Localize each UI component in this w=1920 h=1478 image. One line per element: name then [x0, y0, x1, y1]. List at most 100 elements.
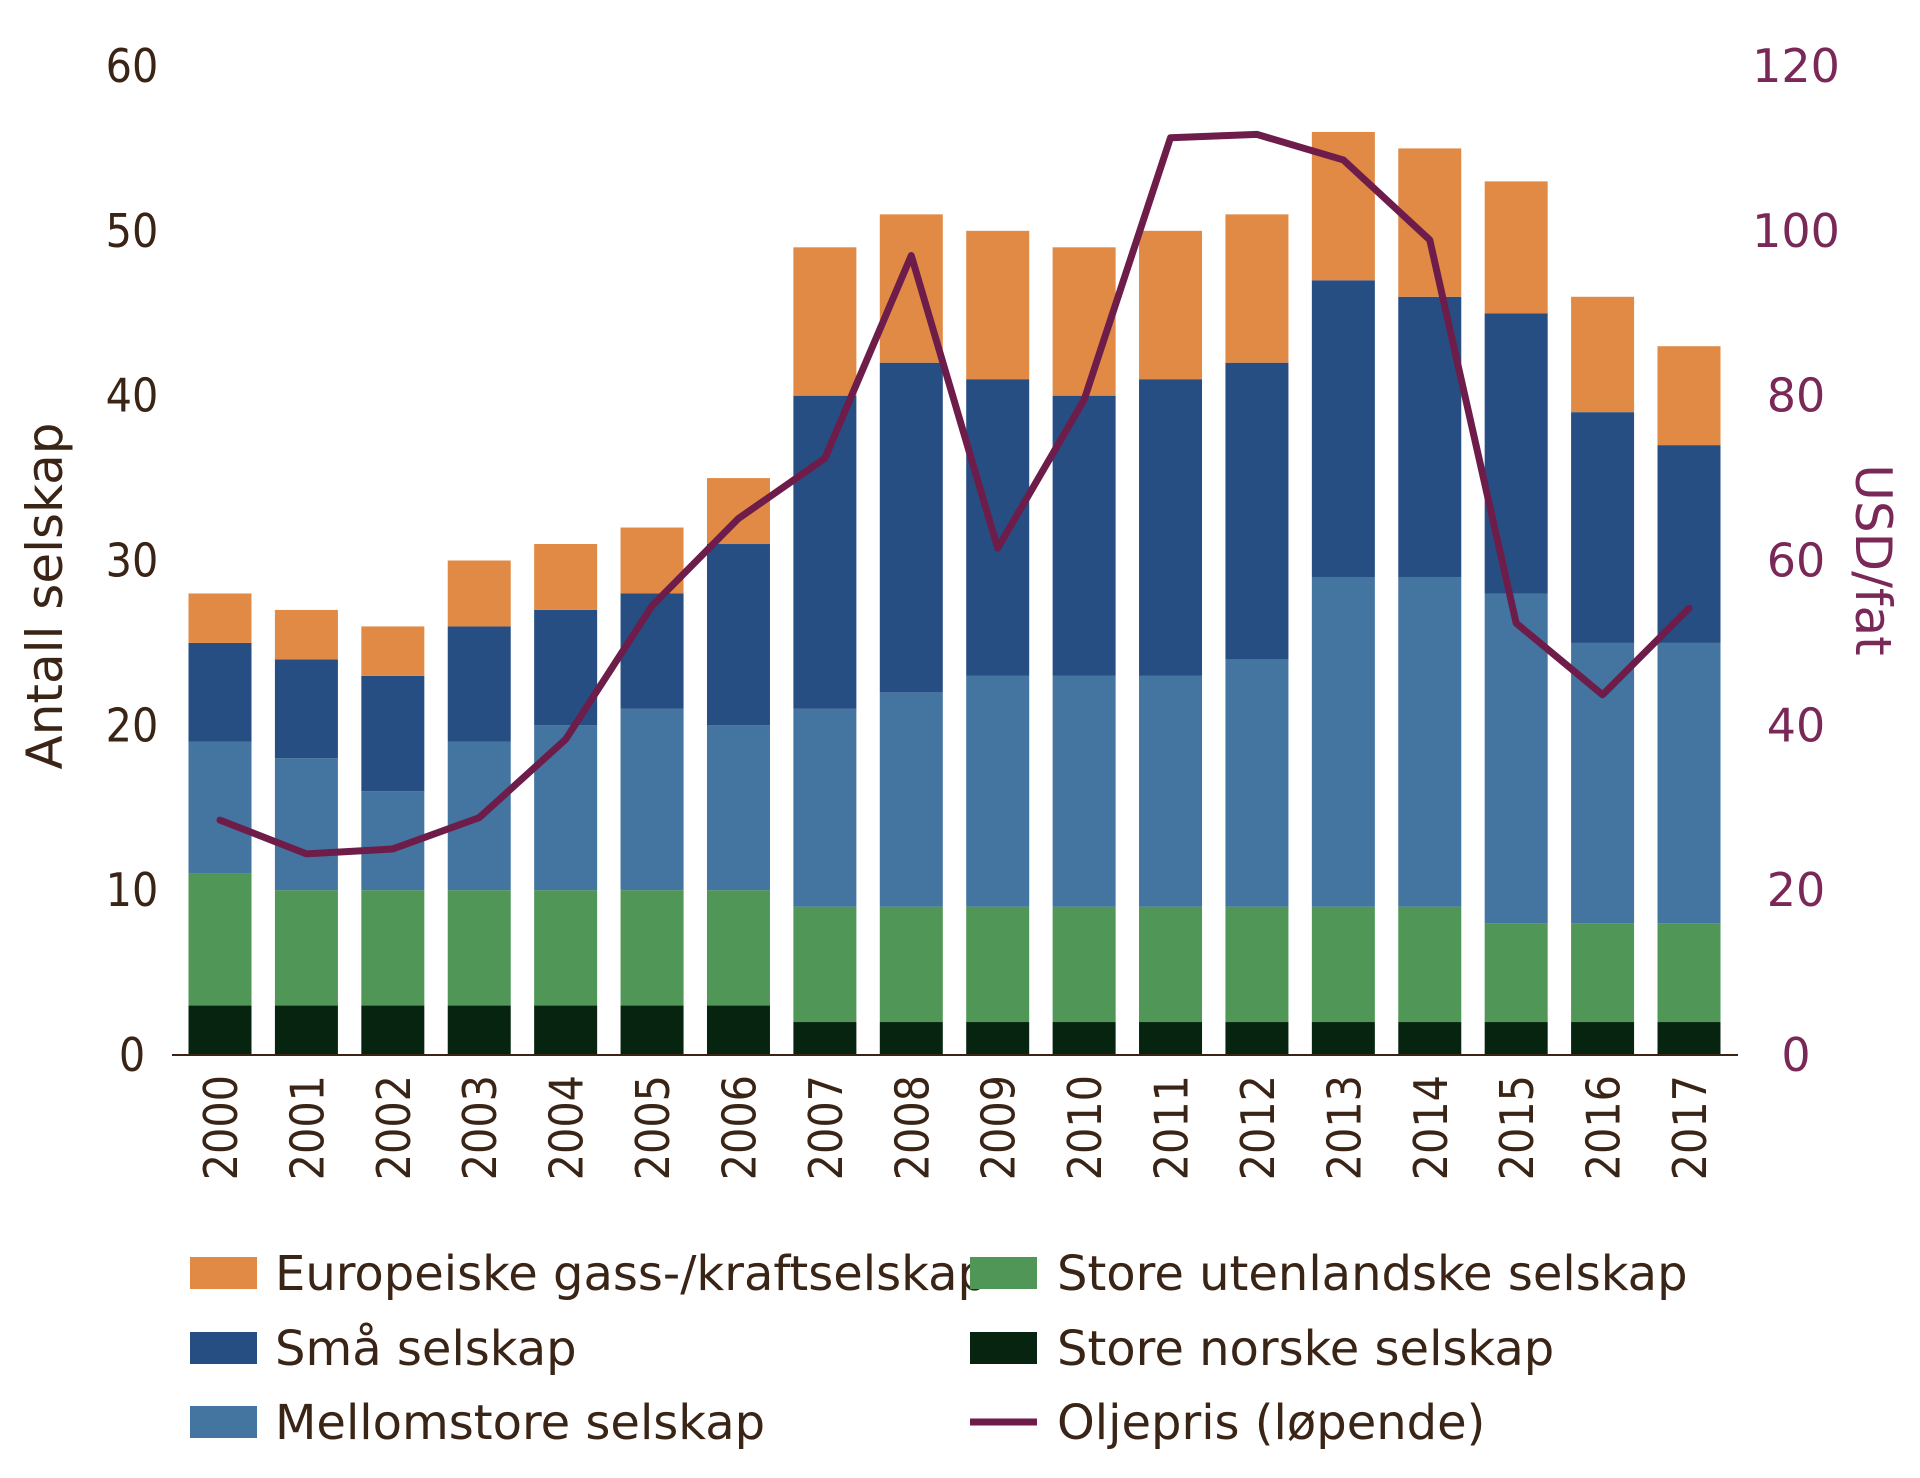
bar-mellomstore-selskap-2001 [274, 758, 338, 891]
x-tick-2015: 2015 [1490, 1075, 1544, 1180]
bar-store-utenlandske-selskap-2000 [188, 873, 252, 1006]
bar-store-utenlandske-selskap-2017 [1657, 923, 1721, 1023]
bar-sm-selskap-2006 [706, 544, 770, 726]
bar-sm-selskap-2011 [1139, 379, 1203, 676]
bar-europeiske-gass-kraftselskap-2017 [1657, 346, 1721, 446]
bar-sm-selskap-2000 [188, 642, 252, 742]
bar-europeiske-gass-kraftselskap-2016 [1571, 296, 1635, 413]
bar-sm-selskap-2002 [361, 675, 425, 792]
right-y-tick-60: 60 [1767, 534, 1826, 588]
bar-sm-selskap-2005 [620, 593, 684, 709]
x-tick-2005: 2005 [626, 1075, 680, 1180]
x-tick-2006: 2006 [712, 1075, 766, 1180]
bar-mellomstore-selskap-2000 [188, 741, 252, 874]
left-y-tick-0: 0 [119, 1028, 145, 1082]
bar-store-norske-selskap-2004 [534, 1005, 598, 1055]
bar-mellomstore-selskap-2012 [1225, 659, 1289, 907]
right-y-tick-120: 120 [1752, 39, 1840, 93]
x-tick-2002: 2002 [367, 1075, 421, 1180]
bar-europeiske-gass-kraftselskap-2000 [188, 593, 252, 643]
left-y-ticks: 0 10 20 30 40 50 60 [106, 39, 159, 1082]
x-tick-2001: 2001 [280, 1075, 334, 1180]
right-y-tick-80: 80 [1767, 369, 1826, 423]
x-tick-2012: 2012 [1231, 1075, 1285, 1180]
bar-store-norske-selskap-2010 [1052, 1022, 1116, 1055]
bar-mellomstore-selskap-2011 [1139, 675, 1203, 907]
right-y-tick-100: 100 [1752, 204, 1840, 258]
bar-mellomstore-selskap-2013 [1311, 576, 1375, 907]
left-y-tick-60: 60 [106, 39, 159, 93]
bar-store-norske-selskap-2003 [447, 1005, 511, 1055]
bar-store-utenlandske-selskap-2001 [274, 890, 338, 1006]
bar-europeiske-gass-kraftselskap-2010 [1052, 247, 1116, 396]
bar-store-utenlandske-selskap-2016 [1571, 923, 1635, 1023]
legend-label-store-norske-selskap: Store norske selskap [1057, 1321, 1554, 1377]
bar-store-utenlandske-selskap-2007 [793, 906, 857, 1023]
bar-store-utenlandske-selskap-2003 [447, 890, 511, 1006]
bar-store-utenlandske-selskap-2010 [1052, 906, 1116, 1023]
legend-label-oljepris-l-pende: Oljepris (løpende) [1057, 1395, 1485, 1451]
bar-europeiske-gass-kraftselskap-2003 [447, 560, 511, 627]
bar-store-utenlandske-selskap-2008 [879, 906, 943, 1023]
left-y-tick-30: 30 [106, 534, 159, 588]
left-y-tick-10: 10 [106, 863, 159, 917]
oil-price-line [216, 130, 1693, 858]
bar-store-utenlandske-selskap-2011 [1139, 906, 1203, 1023]
legend-swatch-store-utenlandske-selskap [970, 1257, 1037, 1289]
legend-label-sm-selskap: Små selskap [275, 1321, 577, 1377]
bar-store-norske-selskap-2015 [1484, 1022, 1548, 1055]
x-tick-2016: 2016 [1577, 1075, 1631, 1180]
bar-europeiske-gass-kraftselskap-2001 [274, 609, 338, 660]
x-tick-2013: 2013 [1317, 1075, 1371, 1180]
bar-mellomstore-selskap-2006 [706, 725, 770, 891]
bar-mellomstore-selskap-2017 [1657, 642, 1721, 924]
bar-mellomstore-selskap-2008 [879, 692, 943, 907]
right-y-tick-40: 40 [1767, 698, 1826, 752]
x-tick-2008: 2008 [885, 1075, 939, 1180]
bar-store-utenlandske-selskap-2013 [1311, 906, 1375, 1023]
x-tick-2007: 2007 [799, 1075, 853, 1180]
bar-mellomstore-selskap-2016 [1571, 642, 1635, 924]
legend-label-mellomstore-selskap: Mellomstore selskap [275, 1395, 765, 1451]
x-tick-2011: 2011 [1145, 1075, 1199, 1180]
bar-store-norske-selskap-2011 [1139, 1022, 1203, 1055]
bar-europeiske-gass-kraftselskap-2006 [706, 478, 770, 545]
x-tick-2014: 2014 [1404, 1075, 1458, 1180]
bar-mellomstore-selskap-2005 [620, 708, 684, 891]
x-tick-2009: 2009 [972, 1075, 1026, 1180]
legend-swatch-mellomstore-selskap [190, 1406, 257, 1438]
bar-europeiske-gass-kraftselskap-2015 [1484, 181, 1548, 314]
bar-sm-selskap-2003 [447, 626, 511, 742]
bar-sm-selskap-2001 [274, 659, 338, 759]
x-tick-2003: 2003 [453, 1075, 507, 1180]
left-y-tick-40: 40 [106, 369, 159, 423]
bar-europeiske-gass-kraftselskap-2004 [534, 544, 598, 610]
legend: Europeiske gass-/kraftselskap Små selskap… [190, 1246, 1688, 1451]
bar-store-utenlandske-selskap-2014 [1398, 906, 1462, 1023]
bar-sm-selskap-2015 [1484, 313, 1548, 594]
bar-store-norske-selskap-2005 [620, 1005, 684, 1055]
x-tick-2010: 2010 [1058, 1075, 1112, 1180]
bar-store-norske-selskap-2009 [966, 1022, 1030, 1055]
bar-sm-selskap-2009 [966, 379, 1030, 676]
bar-store-norske-selskap-2000 [188, 1005, 252, 1055]
bar-europeiske-gass-kraftselskap-2007 [793, 247, 857, 396]
oil-price-line-group [216, 130, 1693, 858]
left-y-tick-20: 20 [106, 698, 159, 752]
bar-sm-selskap-2007 [793, 395, 857, 709]
legend-swatch-store-norske-selskap [970, 1332, 1037, 1364]
bar-europeiske-gass-kraftselskap-2009 [966, 230, 1030, 380]
x-tick-2000: 2000 [194, 1075, 248, 1180]
legend-label-store-utenlandske-selskap: Store utenlandske selskap [1057, 1246, 1688, 1302]
x-tick-2004: 2004 [540, 1075, 594, 1180]
bar-store-norske-selskap-2016 [1571, 1022, 1635, 1055]
bar-store-norske-selskap-2017 [1657, 1022, 1721, 1055]
right-y-ticks: 0 20 40 60 80 100 120 [1752, 39, 1840, 1082]
bar-sm-selskap-2008 [879, 362, 943, 693]
bar-store-utenlandske-selskap-2006 [706, 890, 770, 1006]
bar-europeiske-gass-kraftselskap-2002 [361, 626, 425, 676]
bars-group [188, 131, 1721, 1055]
right-y-tick-0: 0 [1781, 1028, 1810, 1082]
bar-europeiske-gass-kraftselskap-2011 [1139, 230, 1203, 380]
bar-store-utenlandske-selskap-2005 [620, 890, 684, 1006]
